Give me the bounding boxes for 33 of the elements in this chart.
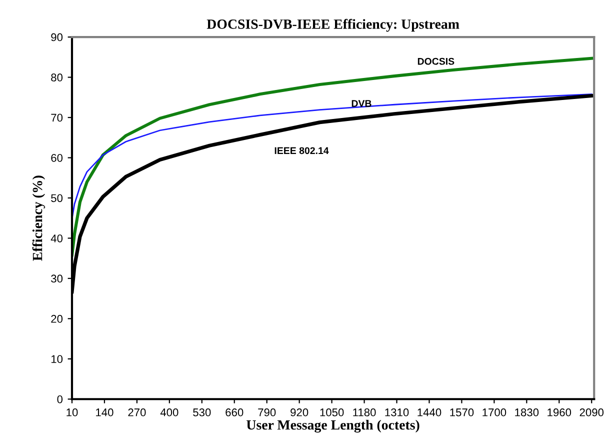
x-tick-label: 400 xyxy=(160,408,178,416)
x-axis-title: User Message Length (octets) xyxy=(246,420,420,433)
y-tick-label: 20 xyxy=(51,314,63,323)
y-tick-label: 60 xyxy=(51,154,63,162)
x-tick-label: 270 xyxy=(128,408,146,416)
x-tick-label: 2090 xyxy=(580,408,604,416)
x-tick-label: 140 xyxy=(96,408,114,416)
y-tick-label: 90 xyxy=(51,33,63,42)
y-tick-label: 80 xyxy=(51,74,63,82)
x-tick-label: 1440 xyxy=(418,408,442,416)
y-tick-label: 40 xyxy=(50,234,63,242)
y-tick-label: 50 xyxy=(51,194,63,202)
y-tick-label: 30 xyxy=(51,274,63,283)
x-tick-label: 1700 xyxy=(482,408,506,416)
x-tick-label: 1570 xyxy=(450,408,474,416)
x-tick-label: 790 xyxy=(258,408,276,416)
x-tick-label: 1310 xyxy=(385,408,409,416)
series-label: DOCSIS xyxy=(418,58,454,65)
series-label: IEEE 802.14 xyxy=(274,147,329,154)
x-tick-label: 530 xyxy=(193,408,211,416)
x-tick-label: 1050 xyxy=(320,408,344,416)
series-label: DVB xyxy=(352,100,372,107)
x-tick-label: 1180 xyxy=(353,408,376,416)
x-tick-label: 1960 xyxy=(548,408,572,416)
chart-title: DOCSIS-DVB-IEEE Efficiency: Upstream xyxy=(206,18,460,32)
y-tick-label: 10 xyxy=(51,355,63,364)
y-tick-label: 70 xyxy=(51,114,63,122)
x-tick-label: 920 xyxy=(290,408,308,416)
x-tick-label: 1830 xyxy=(515,408,539,416)
x-tick-label: 10 xyxy=(66,408,78,416)
x-tick-label: 660 xyxy=(226,408,244,416)
y-axis-title: Efficiency (%) xyxy=(32,176,46,261)
y-tick-label: 0 xyxy=(57,395,63,404)
